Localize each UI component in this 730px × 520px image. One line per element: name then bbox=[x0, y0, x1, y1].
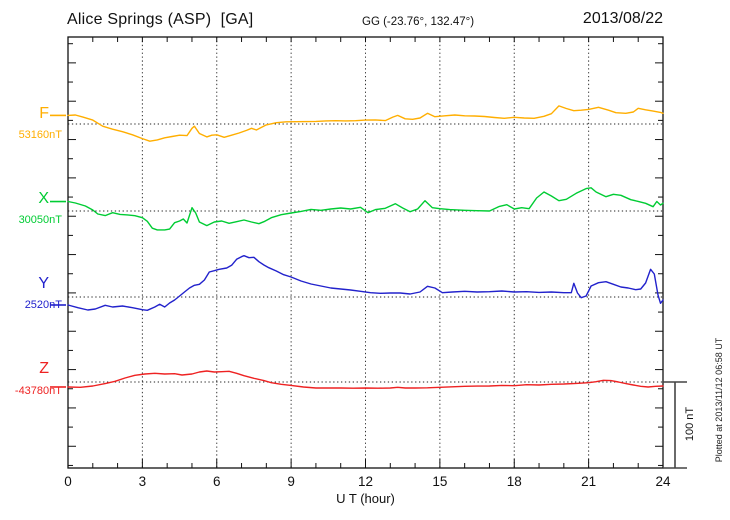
plot-date: 2013/08/22 bbox=[582, 10, 663, 27]
series-label-f: F bbox=[39, 105, 49, 122]
scale-bar-label: 100 nT bbox=[684, 406, 696, 442]
series-label-x: X bbox=[38, 190, 49, 207]
series-baseline-y: 2520nT bbox=[24, 299, 62, 311]
x-axis-tick-labels: 0 3 6 9 12 15 18 21 24 bbox=[0, 474, 730, 490]
series-label-y: Y bbox=[38, 275, 49, 292]
x-tick-label: 24 bbox=[655, 474, 671, 489]
x-tick-label: 12 bbox=[357, 474, 374, 489]
x-tick-label: 6 bbox=[212, 474, 221, 489]
series-baseline-f: 53160nT bbox=[18, 129, 62, 141]
x-tick-label: 18 bbox=[506, 474, 522, 489]
x-tick-label: 9 bbox=[287, 474, 295, 489]
x-tick-label: 21 bbox=[581, 474, 597, 489]
z-trace bbox=[67, 370, 664, 389]
plot-frame bbox=[67, 36, 664, 469]
series-baseline-x: 30050nT bbox=[18, 214, 62, 226]
y-trace bbox=[67, 254, 664, 311]
page-title: Alice Springs (ASP) [GA] bbox=[67, 11, 254, 28]
series-label-z: Z bbox=[39, 360, 49, 377]
x-tick-label: 0 bbox=[64, 474, 72, 489]
x-axis-title: U T (hour) bbox=[336, 491, 395, 506]
series-baseline-z: -43780nT bbox=[14, 385, 62, 397]
x-tick-label: 15 bbox=[432, 474, 448, 489]
f-trace bbox=[67, 105, 664, 142]
x-trace bbox=[67, 187, 664, 231]
plotted-at-note: Plotted at 2013/11/12 06:58 UT bbox=[714, 337, 724, 463]
x-tick-label: 3 bbox=[138, 474, 147, 489]
station-coordinates: GG (-23.76°, 132.47°) bbox=[362, 16, 475, 28]
